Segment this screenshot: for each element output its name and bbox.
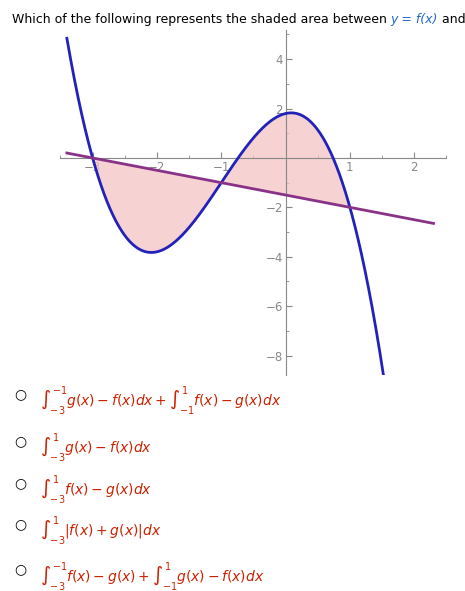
Text: $\int_{-3}^{-1} g(x) - f(x)dx + \int_{-1}^{1} f(x) - g(x)dx$: $\int_{-3}^{-1} g(x) - f(x)dx + \int_{-1… (40, 384, 281, 417)
Text: ○: ○ (14, 434, 26, 449)
Text: $\int_{-3}^{1} f(x) - g(x)dx$: $\int_{-3}^{1} f(x) - g(x)dx$ (40, 473, 152, 506)
Text: ○: ○ (14, 563, 26, 577)
Text: $\int_{-3}^{-1} f(x) - g(x) + \int_{-1}^{1} g(x) - f(x)dx$: $\int_{-3}^{-1} f(x) - g(x) + \int_{-1}^… (40, 560, 264, 591)
Text: ○: ○ (14, 476, 26, 490)
Text: ○: ○ (14, 387, 26, 401)
Text: $\int_{-3}^{1} g(x) - f(x)dx$: $\int_{-3}^{1} g(x) - f(x)dx$ (40, 431, 152, 465)
Text: y = f(x): y = f(x) (391, 13, 438, 26)
Text: $\int_{-3}^{1} |f(x) + g(x)|dx$: $\int_{-3}^{1} |f(x) + g(x)|dx$ (40, 514, 161, 547)
Text: Which of the following represents the shaded area between: Which of the following represents the sh… (12, 13, 391, 26)
Text: and: and (438, 13, 465, 26)
Text: ○: ○ (14, 517, 26, 531)
